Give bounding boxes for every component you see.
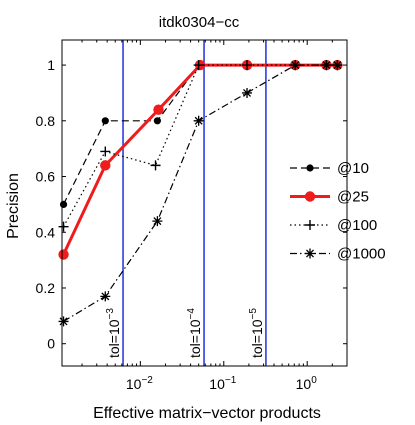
y-tick-label-6: 1 [47,57,55,73]
data-point-s4-1 [58,316,69,327]
legend-label-2: @25 [337,189,369,206]
x-tick-label-1: 10−2 [126,375,153,392]
chart-title: itdk0304−cc [159,14,240,31]
legend-label-3: @100 [337,217,377,234]
y-tick-label-3: 0.4 [36,224,56,240]
legend: @10 @25 @100 @1000 [290,160,386,263]
data-point-s2-1-shape [58,249,69,260]
data-point-s1-3-shape [153,117,161,125]
data-point-s1-3 [153,117,161,125]
series-group [58,59,343,327]
legend-marker-3-shape [305,220,315,230]
data-point-s3-2 [100,146,111,157]
data-point-s4-1-shape [58,316,69,327]
data-point-s2-2-shape [100,160,111,171]
data-point-s3-5-shape [242,60,253,71]
tolerance-label-1: tol=10−3 [105,308,122,358]
series-line-4 [63,64,338,322]
legend-label-4: @1000 [337,246,386,263]
y-tick-label-2: 0.2 [36,280,56,296]
x-tick-label-2: 10−1 [209,375,236,392]
series-line-2 [62,63,338,256]
data-point-s2-3 [153,104,164,115]
data-point-s4-8 [332,60,343,71]
legend-marker-1-shape [306,164,314,172]
y-tick-label-1: 0 [47,336,55,352]
legend-marker-2-shape [304,191,316,202]
data-point-s2-1 [58,249,69,260]
y-tick-label-4: 0.6 [36,169,56,185]
data-point-s1-2-shape [101,117,109,125]
data-point-s4-8-shape [332,60,343,71]
data-point-s4-3 [152,216,163,227]
data-point-s3-1-shape [58,221,69,232]
x-axis-label: Effective matrix−vector products [93,405,321,422]
data-point-s1-2 [101,117,109,125]
series-line-1 [62,64,338,205]
data-point-s3-3 [150,160,161,171]
data-point-s3-2-shape [100,146,111,157]
x-tick-label-3: 100 [296,375,318,392]
legend-marker-4-shape [305,248,315,259]
legend-marker-1 [306,164,314,172]
data-point-s4-6-shape [290,60,301,71]
data-point-s4-4 [193,115,204,126]
data-point-s4-2-shape [100,291,111,302]
data-point-s3-5 [242,60,253,71]
data-point-s4-7 [321,60,332,71]
data-point-s3-4 [193,60,204,71]
plot-frame [61,39,348,367]
data-point-s4-5-shape [242,87,253,98]
tolerance-label-3: tol=10−5 [248,308,265,358]
tolerance-lines: tol=10−3 tol=10−4 tol=10−5 [105,40,267,366]
y-tick-label-5: 0.8 [36,113,56,129]
data-point-s1-1-shape [59,200,68,208]
data-point-s4-2 [100,291,111,302]
data-point-s2-3-shape [153,104,164,115]
data-point-s4-7-shape [321,60,332,71]
data-point-s3-3-shape [150,160,161,171]
data-point-s3-1 [58,221,69,232]
data-point-s4-6 [290,60,301,71]
data-point-s4-4-shape [193,115,204,126]
y-axis-label: Precision [5,173,22,239]
legend-marker-4 [305,248,315,259]
legend-marker-3 [305,220,315,230]
data-point-s1-1 [59,200,68,208]
legend-label-1: @10 [337,160,369,177]
data-point-s4-3-shape [152,216,163,227]
axis-ticks: 0 0.2 0.4 0.6 0.8 1 10−2 10−1 100 [36,40,347,392]
legend-marker-2 [304,191,316,202]
data-point-s3-4-shape [193,60,204,71]
tolerance-label-2: tol=10−4 [186,308,203,358]
series-line-3 [62,64,338,227]
data-point-s2-2 [100,160,111,171]
data-point-s4-5 [242,87,253,98]
